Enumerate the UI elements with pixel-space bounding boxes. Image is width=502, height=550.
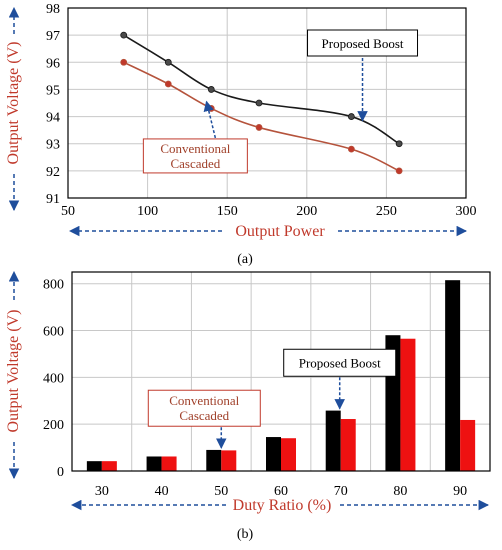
annotation-conventional-line2: Cascaded (170, 156, 220, 171)
y-tick-label: 93 (46, 138, 60, 153)
bar-proposed-60 (266, 437, 281, 471)
y-tick-label: 96 (46, 56, 60, 71)
x-tick-label: 100 (137, 204, 158, 219)
bar-conventional-50 (221, 450, 237, 471)
data-point (164, 80, 172, 88)
data-point (255, 99, 263, 107)
x-tick-label: 150 (217, 204, 238, 219)
annotation-box-conventional (142, 138, 248, 174)
x-axis-title: Duty Ratio (%) (233, 497, 332, 514)
data-point (164, 58, 172, 66)
x-tick-label: 70 (334, 484, 348, 499)
x-tick-label: 50 (61, 204, 75, 219)
bar-proposed-90 (445, 280, 461, 471)
y-tick-label: 95 (46, 83, 60, 98)
y-tick-label: 92 (46, 165, 60, 180)
annotation-conventional-line1: Conventional (160, 141, 230, 156)
data-point (395, 167, 403, 175)
y-tick-label: 800 (43, 278, 64, 293)
x-tick-label: 30 (95, 484, 109, 499)
data-point (255, 124, 263, 131)
data-point (120, 31, 128, 39)
data-point (207, 86, 215, 93)
annotation-arrow-conventional (203, 100, 217, 139)
bar-proposed-30 (86, 461, 102, 471)
caption-a: (a) (237, 252, 253, 267)
annotation-box-proposed (307, 29, 419, 57)
chart-b: 30 40 50 60 70 80 90 0 200 400 600 800 Proposed Boos… (5, 270, 491, 542)
chart-a: 91 92 93 94 95 96 97 98 50 100 150 200 250 300 Propose… (5, 2, 477, 267)
bar-conventional-40 (161, 456, 177, 471)
annotation-proposed: Proposed Boost (322, 36, 404, 51)
bar-conventional-60 (281, 438, 296, 471)
annotation-box-conventional (147, 389, 261, 427)
x-tick-label: 250 (376, 204, 397, 219)
y-tick-label: 94 (46, 111, 60, 126)
y-tick-label: 200 (43, 418, 64, 433)
data-point (120, 58, 128, 66)
y-tick-label: 97 (46, 29, 60, 44)
y-axis-title: Output Voltage (V) (5, 42, 22, 165)
bar-proposed-70 (325, 410, 341, 471)
y-tick-label: 600 (43, 325, 64, 340)
x-tick-label: 90 (453, 484, 467, 499)
data-point (207, 105, 215, 112)
bar-proposed-50 (206, 449, 222, 471)
data-point (395, 140, 403, 148)
annotation-conventional-line2: Cascaded (179, 408, 229, 423)
y-tick-label: 98 (46, 2, 60, 17)
x-tick-label: 80 (393, 484, 407, 499)
data-point (347, 113, 355, 120)
x-tick-label: 300 (456, 204, 477, 219)
bar-conventional-30 (101, 461, 117, 471)
plot-frame (67, 7, 467, 199)
bar-conventional-70 (340, 419, 356, 471)
y-tick-label: 400 (43, 371, 64, 386)
data-point (347, 145, 355, 153)
x-tick-label: 60 (274, 484, 288, 499)
x-tick-label: 50 (214, 484, 228, 499)
x-axis-title: Output Power (235, 223, 325, 240)
y-axis-title: Output Voltage (V) (5, 310, 22, 433)
y-tick-label: 0 (57, 465, 64, 480)
x-tick-label: 40 (155, 484, 169, 499)
annotation-proposed: Proposed Boost (299, 355, 381, 370)
caption-b: (b) (237, 527, 254, 542)
annotation-conventional-line1: Conventional (169, 393, 239, 408)
bar-conventional-90 (460, 419, 476, 471)
y-tick-label: 91 (46, 192, 60, 207)
bar-conventional-80 (400, 338, 416, 471)
plot-frame (71, 271, 491, 472)
bar-proposed-40 (146, 456, 162, 471)
annotation-box-proposed (283, 348, 397, 377)
x-tick-label: 200 (296, 204, 317, 219)
